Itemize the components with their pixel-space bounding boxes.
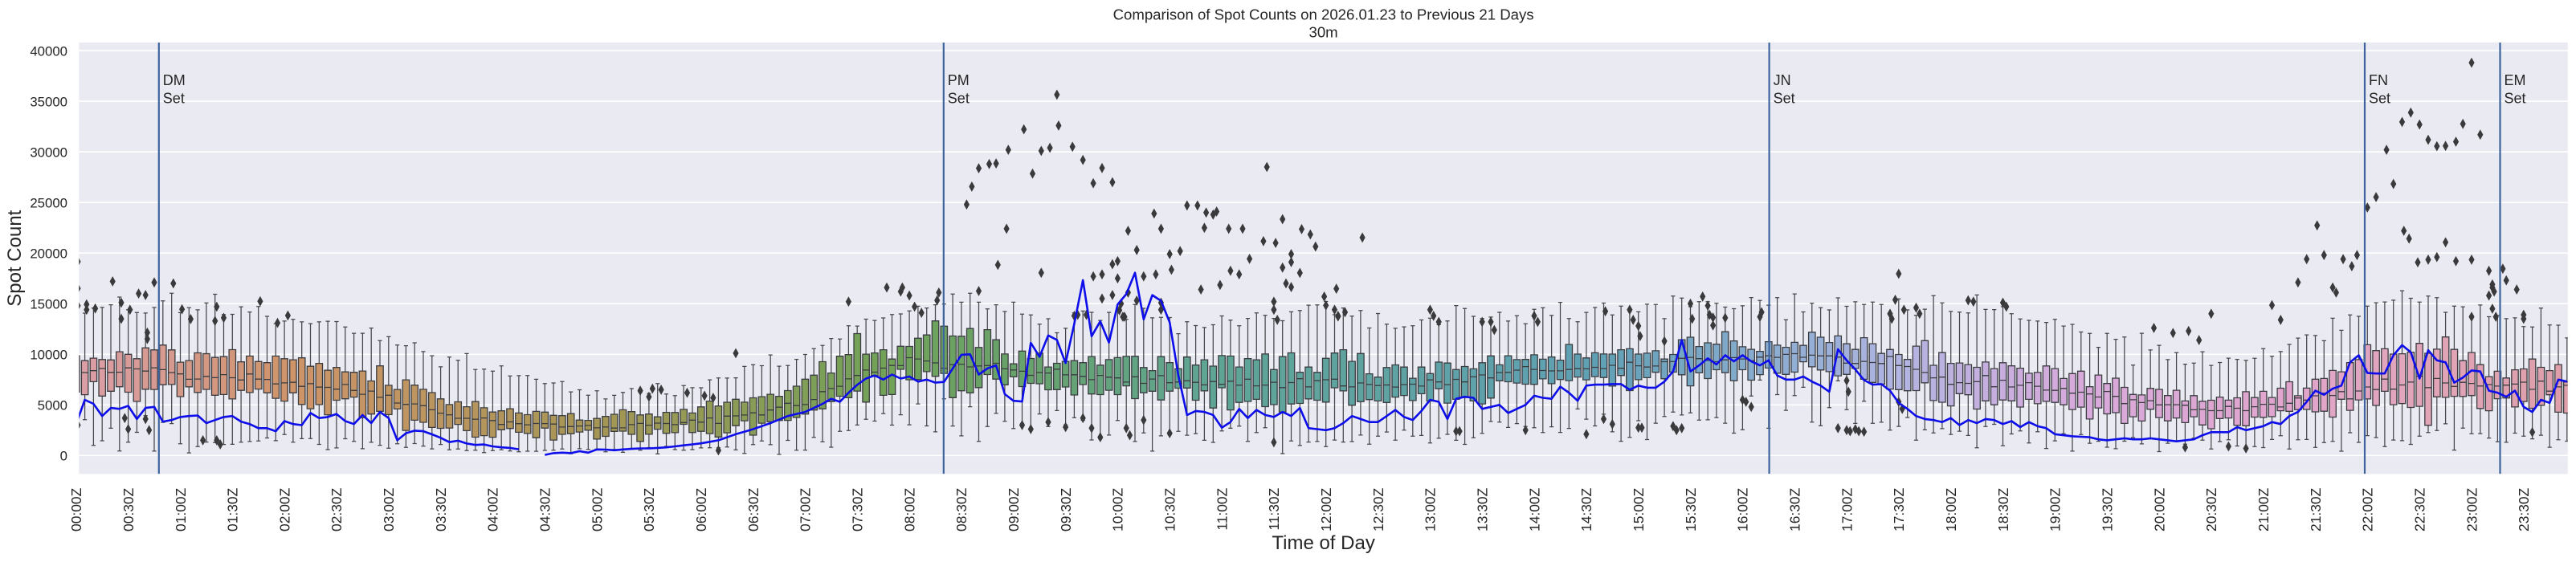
svg-text:06:00Z: 06:00Z [693, 487, 709, 531]
svg-text:EM: EM [2505, 72, 2526, 88]
svg-text:16:00Z: 16:00Z [1735, 487, 1751, 531]
svg-text:Spot Count: Spot Count [4, 210, 26, 306]
svg-text:30m: 30m [1309, 24, 1338, 41]
svg-text:Set: Set [163, 91, 185, 107]
svg-text:02:00Z: 02:00Z [276, 487, 292, 531]
svg-text:Set: Set [2505, 91, 2526, 107]
svg-text:13:00Z: 13:00Z [1423, 487, 1439, 531]
svg-text:13:30Z: 13:30Z [1475, 487, 1491, 531]
svg-text:Set: Set [948, 91, 970, 107]
svg-text:17:30Z: 17:30Z [1891, 487, 1907, 531]
svg-text:10:30Z: 10:30Z [1162, 487, 1178, 531]
svg-text:15:30Z: 15:30Z [1683, 487, 1699, 531]
svg-text:0: 0 [60, 449, 67, 464]
svg-text:09:30Z: 09:30Z [1058, 487, 1074, 531]
svg-text:18:00Z: 18:00Z [1943, 487, 1959, 531]
svg-text:12:30Z: 12:30Z [1370, 487, 1386, 531]
svg-text:14:30Z: 14:30Z [1578, 487, 1594, 531]
svg-text:30000: 30000 [30, 145, 67, 160]
svg-text:20:00Z: 20:00Z [2151, 487, 2167, 531]
svg-text:19:30Z: 19:30Z [2100, 487, 2116, 531]
svg-text:JN: JN [1774, 72, 1791, 88]
svg-text:40000: 40000 [30, 43, 67, 59]
svg-text:Time of Day: Time of Day [1272, 532, 1374, 554]
svg-text:23:30Z: 23:30Z [2516, 487, 2532, 531]
svg-text:22:00Z: 22:00Z [2360, 487, 2376, 531]
svg-text:07:30Z: 07:30Z [850, 487, 866, 531]
svg-text:15:00Z: 15:00Z [1631, 487, 1647, 531]
svg-text:01:30Z: 01:30Z [225, 487, 241, 531]
svg-text:20000: 20000 [30, 246, 67, 262]
svg-text:05:30Z: 05:30Z [641, 487, 657, 531]
svg-text:11:00Z: 11:00Z [1214, 487, 1230, 530]
svg-text:01:00Z: 01:00Z [173, 487, 189, 531]
svg-text:DM: DM [163, 72, 186, 88]
svg-text:35000: 35000 [30, 94, 67, 109]
svg-text:18:30Z: 18:30Z [1995, 487, 2011, 531]
svg-text:21:30Z: 21:30Z [2308, 487, 2324, 531]
svg-text:09:00Z: 09:00Z [1006, 487, 1022, 531]
svg-text:Set: Set [1774, 91, 1795, 107]
svg-text:11:30Z: 11:30Z [1266, 487, 1282, 530]
svg-text:10000: 10000 [30, 348, 67, 363]
svg-text:Comparison of Spot Counts on 2: Comparison of Spot Counts on 2026.01.23 … [1113, 6, 1534, 22]
svg-text:03:00Z: 03:00Z [381, 487, 397, 531]
svg-text:04:00Z: 04:00Z [485, 487, 501, 531]
svg-text:03:30Z: 03:30Z [433, 487, 449, 531]
svg-text:5000: 5000 [38, 398, 67, 413]
svg-text:16:30Z: 16:30Z [1787, 487, 1803, 531]
svg-text:15000: 15000 [30, 297, 67, 312]
svg-text:06:30Z: 06:30Z [745, 487, 761, 531]
svg-text:14:00Z: 14:00Z [1526, 487, 1542, 531]
svg-text:08:00Z: 08:00Z [901, 487, 917, 531]
svg-text:04:30Z: 04:30Z [537, 487, 553, 531]
svg-text:17:00Z: 17:00Z [1839, 487, 1855, 531]
svg-text:12:00Z: 12:00Z [1318, 487, 1334, 531]
svg-text:00:30Z: 00:30Z [120, 487, 137, 531]
svg-text:19:00Z: 19:00Z [2047, 487, 2064, 531]
svg-text:FN: FN [2369, 72, 2388, 88]
svg-text:08:30Z: 08:30Z [953, 487, 970, 531]
svg-text:05:00Z: 05:00Z [589, 487, 605, 531]
svg-text:02:30Z: 02:30Z [329, 487, 345, 531]
svg-text:21:00Z: 21:00Z [2256, 487, 2272, 531]
svg-text:10:00Z: 10:00Z [1110, 487, 1126, 531]
svg-text:PM: PM [948, 72, 970, 88]
svg-text:07:00Z: 07:00Z [798, 487, 814, 531]
svg-text:20:30Z: 20:30Z [2203, 487, 2219, 531]
svg-text:23:00Z: 23:00Z [2464, 487, 2480, 531]
svg-text:25000: 25000 [30, 196, 67, 211]
svg-text:Set: Set [2369, 91, 2390, 107]
svg-text:22:30Z: 22:30Z [2412, 487, 2428, 531]
svg-text:00:00Z: 00:00Z [68, 487, 84, 531]
